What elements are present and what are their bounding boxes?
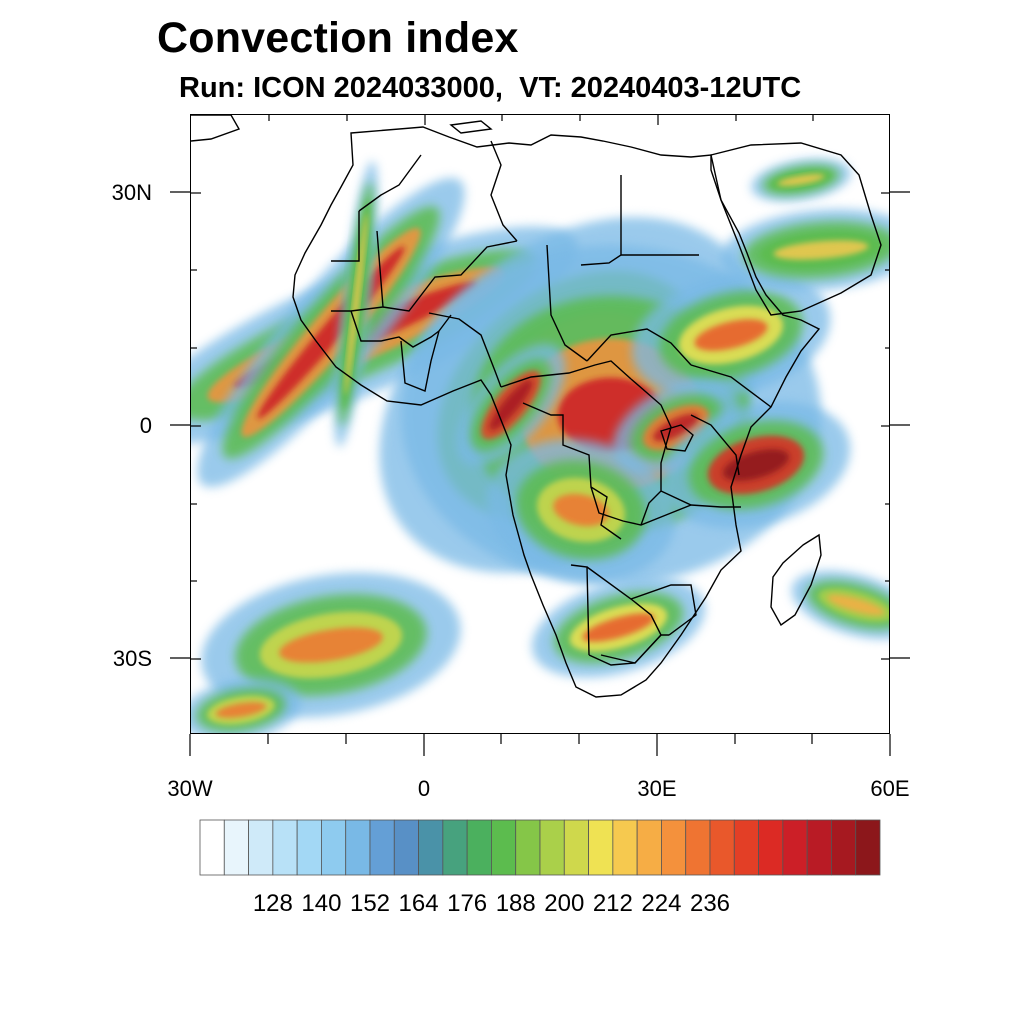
- border-drc-east: [630, 378, 672, 526]
- mediterranean-islands: [449, 120, 493, 134]
- colorbar-box: [855, 819, 881, 876]
- map-panel: [190, 114, 890, 734]
- border-angola-zambia: [590, 486, 692, 526]
- border-cameroon-car: [500, 360, 632, 388]
- colorbar-box: [636, 819, 662, 876]
- border-mauritania: [331, 230, 384, 312]
- colorbar-boxes: [199, 819, 881, 876]
- country-borders: [331, 140, 772, 666]
- map-svg: [191, 115, 889, 733]
- colorbar-box: [539, 819, 565, 876]
- border-sudan-southsudan: [586, 328, 692, 366]
- colorbar-box: [685, 819, 711, 876]
- colorbar-box: [223, 819, 249, 876]
- border-drc-congo: [522, 402, 622, 540]
- colorbar-box: [806, 819, 832, 876]
- madagascar-coastline: [770, 533, 822, 627]
- lat-label-0: 0: [139, 413, 152, 438]
- border-west-africa-a: [350, 310, 440, 348]
- border-ethiopia-somalia: [690, 364, 772, 408]
- border-tanzania-moz: [660, 490, 741, 508]
- axis-ticks: [191, 115, 889, 660]
- chart-title: Convection index: [157, 14, 519, 62]
- convection-cell-arabia-yemen: [721, 209, 889, 291]
- colorbar-box: [272, 819, 298, 876]
- colorbar-label: 200: [544, 890, 584, 917]
- convection-cell-angola: [486, 438, 676, 582]
- colorbar-label: 140: [301, 890, 341, 917]
- colorbar-labels: 128 140 152 164 176 188 200 212 224 236: [253, 890, 730, 917]
- border-south-africa: [588, 634, 669, 666]
- lat-label-30s: 30S: [112, 646, 152, 671]
- colorbar-box: [782, 819, 808, 876]
- colorbar-box: [393, 819, 419, 876]
- colorbar-box: [369, 819, 395, 876]
- convection-cell-gabon-coast: [456, 343, 566, 467]
- border-west-africa-b: [400, 314, 452, 392]
- colorbar-label: 176: [447, 890, 487, 917]
- colorbar-box: [466, 819, 492, 876]
- border-mali-niger: [382, 240, 518, 312]
- colorbar-label: 236: [690, 890, 730, 917]
- colorbar-box: [709, 819, 735, 876]
- colorbar-box: [515, 819, 541, 876]
- colorbar-label: 164: [399, 890, 439, 917]
- colorbar-box: [248, 819, 274, 876]
- colorbar-label: 212: [593, 890, 633, 917]
- convection-cell-arabia-yemen: [751, 158, 851, 202]
- border-libya-egypt: [580, 175, 622, 266]
- colorbar-box: [733, 819, 759, 876]
- convection-cell-west-africa-coast: [334, 161, 378, 447]
- arabia-coastline: [710, 142, 882, 316]
- colorbar-box: [758, 819, 784, 876]
- border-kenya-tanzania: [690, 414, 740, 476]
- colorbar-box: [418, 819, 444, 876]
- colorbar-label: 128: [253, 890, 293, 917]
- colorbar-box: [563, 819, 589, 876]
- convection-cell-southwest-indian-ocean: [791, 570, 889, 640]
- colorbar-box: [831, 819, 857, 876]
- convection-cell-ethiopia-highlands: [631, 271, 831, 399]
- colorbar-box: [661, 819, 687, 876]
- colorbar-box: [199, 819, 225, 876]
- border-sahara: [331, 211, 360, 262]
- convection-cell-south-atlantic-band: [191, 678, 301, 733]
- colorbar-box: [442, 819, 468, 876]
- colorbar-label: 224: [641, 890, 681, 917]
- convection-cell-atlantic-equatorial: [197, 177, 465, 488]
- colorbar-box: [491, 819, 517, 876]
- colorbar-label: 188: [496, 890, 536, 917]
- colorbar-box: [612, 819, 638, 876]
- colorbar-box: [345, 819, 371, 876]
- convection-cell-southern-africa: [531, 577, 706, 678]
- convection-cell-tanzania-coast: [661, 401, 851, 529]
- border-morocco-algeria: [358, 154, 422, 212]
- border-chad-sudan: [546, 244, 588, 362]
- chart-subtitle: Run: ICON 2024033000, VT: 20240403-12UTC: [179, 72, 802, 104]
- iberia-coastline: [191, 115, 241, 142]
- lon-label-60e: 60E: [870, 776, 910, 801]
- colorbar-box: [321, 819, 347, 876]
- border-algeria-libya: [490, 140, 518, 242]
- border-lake-victoria: [660, 424, 694, 452]
- border-zimbabwe: [630, 584, 697, 636]
- border-botswana: [586, 566, 662, 664]
- convection-field: [191, 158, 889, 733]
- colorbar-label: 152: [350, 890, 390, 917]
- colorbar-box: [296, 819, 322, 876]
- lon-label-30w: 30W: [167, 776, 213, 801]
- colorbar-box: [588, 819, 614, 876]
- lon-label-30e: 30E: [637, 776, 677, 801]
- lon-label-0: 0: [417, 776, 431, 801]
- lat-label-30n: 30N: [111, 180, 152, 205]
